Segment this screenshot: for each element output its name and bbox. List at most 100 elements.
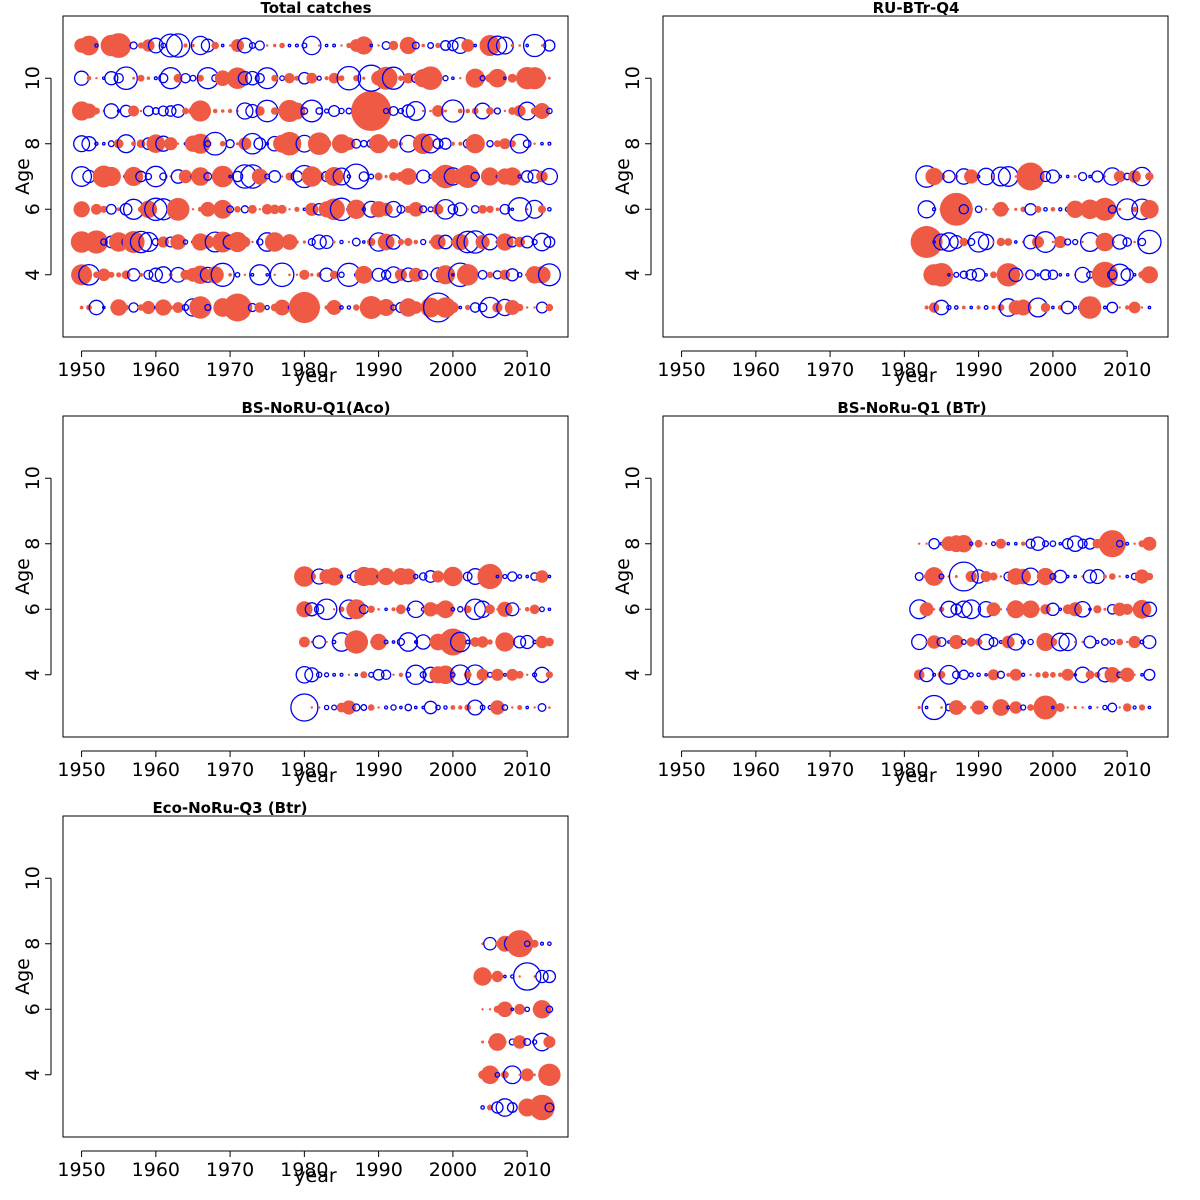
bubble-point	[353, 304, 360, 311]
bubble-point	[258, 208, 261, 211]
bubble-point	[986, 602, 1001, 617]
bubble-point	[191, 167, 210, 186]
bubble-point	[1134, 569, 1150, 584]
x-axis-label: year	[894, 765, 937, 787]
bubble-point	[1128, 301, 1141, 314]
bubble-point	[219, 140, 226, 147]
bubble-point	[1113, 170, 1126, 183]
bubble-point	[533, 142, 536, 145]
bubble-point	[436, 600, 455, 619]
bubble-point	[294, 43, 299, 48]
bubble-point	[990, 271, 997, 279]
bubble-point	[1066, 706, 1069, 709]
y-tick-label: 4	[622, 669, 644, 681]
bubble-point	[79, 35, 99, 56]
bubble-point	[543, 236, 556, 248]
bubble-point	[86, 75, 92, 81]
bubble-point	[491, 970, 504, 983]
y-tick-label: 10	[622, 466, 644, 490]
bubble-point	[1009, 701, 1022, 714]
bubble-point	[450, 606, 456, 612]
bubble-point	[367, 704, 375, 711]
bubble-point	[131, 141, 137, 147]
bubble-point	[273, 273, 276, 276]
bubble-point	[139, 109, 143, 113]
bubble-point	[323, 198, 345, 221]
bubble-point	[183, 43, 188, 48]
bubble-point	[932, 672, 937, 677]
bubble-point	[427, 206, 434, 213]
bubble-point	[367, 605, 375, 613]
x-tick-label: 1980	[280, 759, 328, 781]
bubble-point	[1065, 272, 1070, 277]
bubble-point	[302, 35, 322, 56]
bubble-point	[532, 1000, 552, 1019]
bubble-point	[228, 44, 232, 47]
bubble-point	[280, 175, 284, 178]
bubble-point	[384, 174, 388, 179]
bubble-point	[71, 166, 93, 187]
bubble-point	[128, 302, 139, 313]
bubble-point	[443, 566, 463, 587]
bubble-point	[323, 672, 330, 678]
bubble-point	[510, 207, 515, 212]
bubble-layer	[910, 162, 1162, 319]
bubble-point	[529, 1094, 555, 1121]
bubble-point	[924, 705, 929, 710]
bubble-point	[360, 704, 368, 711]
bubble-point	[95, 77, 98, 80]
bubble-point	[172, 302, 184, 313]
bubble-point	[1049, 572, 1057, 581]
bubble-point	[451, 272, 455, 277]
bubble-point	[1025, 538, 1036, 549]
plot-frame	[62, 415, 569, 738]
bubble-point	[499, 138, 511, 150]
bubble-point	[189, 296, 212, 319]
bubble-point	[1116, 638, 1124, 646]
bubble-point	[108, 232, 129, 252]
bubble-point	[372, 668, 385, 681]
bubble-point	[385, 200, 402, 218]
bubble-point	[196, 74, 204, 82]
bubble-point	[1054, 235, 1067, 249]
bubble-point	[1074, 600, 1091, 618]
bubble-point	[1021, 600, 1040, 619]
bubble-point	[481, 142, 484, 146]
bubble-point	[84, 230, 108, 254]
bubble-point	[73, 201, 90, 218]
bubble-point	[159, 172, 168, 181]
bubble-point	[983, 305, 989, 310]
x-tick-label: 2000	[429, 359, 477, 381]
bubble-point	[990, 541, 997, 547]
bubble-point	[124, 166, 144, 187]
x-tick-label: 1980	[880, 759, 928, 781]
bubble-point	[911, 633, 928, 651]
bubble-point	[1007, 633, 1025, 651]
bubble-point	[110, 299, 127, 316]
bubble-point	[1065, 574, 1070, 579]
bubble-point	[367, 99, 390, 123]
x-tick-label: 1960	[132, 359, 180, 381]
bubble-point	[479, 35, 501, 56]
bubble-point	[399, 168, 417, 185]
bubble-point	[332, 608, 336, 611]
bubble-point	[542, 969, 557, 984]
bubble-point	[992, 699, 1010, 716]
bubble-point	[488, 1008, 492, 1011]
bubble-point	[1115, 539, 1124, 548]
bubble-point	[1060, 300, 1075, 315]
bubble-point	[332, 672, 337, 677]
bubble-point	[461, 39, 475, 52]
bubble-point	[477, 563, 503, 590]
bubble-point	[977, 633, 995, 651]
bubble-point	[420, 238, 427, 246]
bubble-point	[206, 266, 224, 284]
x-tick-label: 2000	[429, 759, 477, 781]
bubble-point	[1032, 236, 1044, 248]
bubble-point	[506, 930, 534, 958]
bubble-point	[984, 272, 988, 277]
bubble-point	[435, 704, 441, 711]
bubble-point	[546, 107, 553, 115]
bubble-point	[318, 306, 321, 309]
bubble-point	[419, 205, 428, 214]
